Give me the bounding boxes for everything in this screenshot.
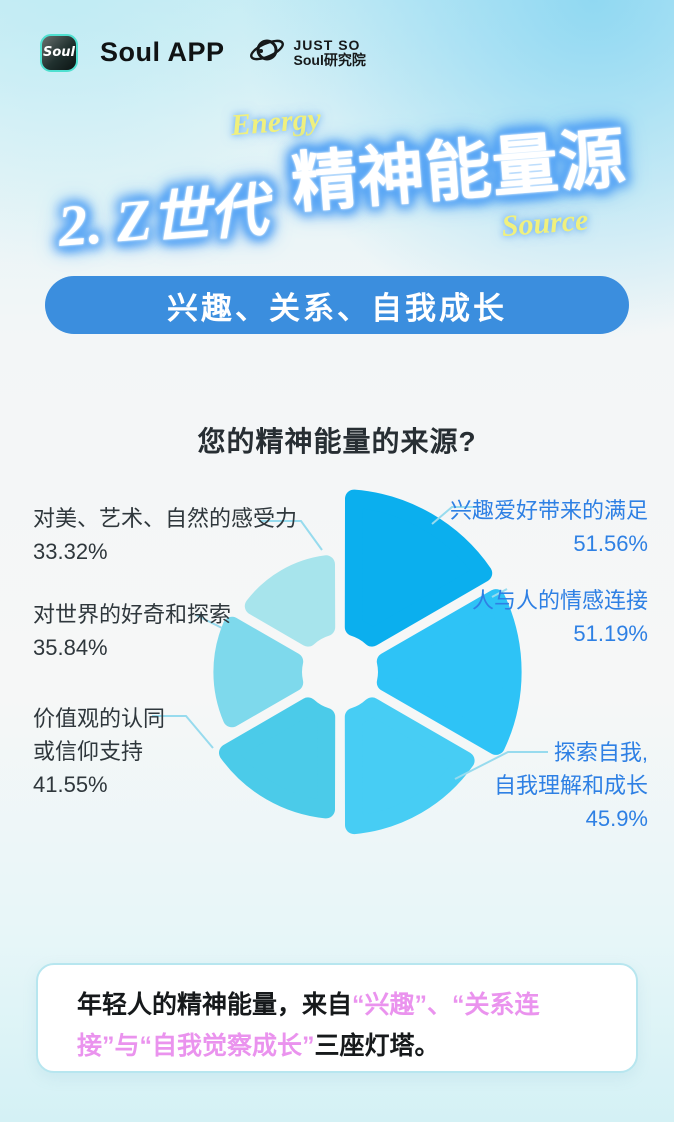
planet-orbit-icon	[247, 30, 287, 75]
justso-text: JUST SO Soul研究院	[293, 36, 366, 68]
petal-segment-5	[244, 555, 336, 647]
chart-label-line: 35.84%	[33, 635, 108, 660]
chart-label-0: 兴趣爱好带来的满足 51.56%	[450, 494, 648, 560]
title-prefix: 2. Z世代	[55, 177, 270, 259]
chart-label-5: 对美、艺术、自然的感受力 33.32%	[33, 502, 297, 568]
chart-label-line: 自我理解和成长	[493, 773, 648, 798]
petal-segment-1	[376, 589, 522, 755]
footer-segment-dark: 年轻人的精神能量，来自	[77, 991, 353, 1019]
summary-card: 年轻人的精神能量，来自“兴趣”、“关系连接”与“自我觉察成长”三座灯塔。	[36, 963, 638, 1073]
justso-lab-logo: JUST SO Soul研究院	[247, 30, 366, 75]
subtitle-banner: 兴趣、关系、自我成长	[45, 276, 629, 334]
justso-line1: JUST SO	[293, 36, 361, 53]
petal-segment-0	[344, 489, 493, 647]
chart-label-4: 对世界的好奇和探索 35.84%	[33, 598, 231, 664]
title-source-label: Source	[500, 203, 590, 244]
label-connector-1	[491, 588, 508, 598]
chart-label-line: 51.56%	[573, 531, 648, 556]
soul-logo-text: Soul	[42, 45, 75, 60]
chart-label-line: 或信仰支持	[33, 739, 144, 764]
soul-app-label: Soul APP	[100, 37, 225, 67]
chart-label-line: 41.55%	[33, 772, 108, 797]
soul-app-logo: Soul	[40, 33, 78, 72]
petal-chart-svg	[152, 489, 548, 835]
footer-segment-pink: “兴趣”、“关系连接”与“自我觉察成长”	[77, 991, 540, 1060]
header: Soul Soul APP JUST SO Soul研究院	[40, 30, 366, 75]
chart-label-line: 兴趣爱好带来的满足	[449, 498, 648, 523]
chart-label-line: 对美、艺术、自然的感受力	[33, 506, 298, 531]
label-connector-3	[152, 715, 214, 749]
justso-line2: Soul研究院	[293, 51, 366, 68]
chart-label-line: 对世界的好奇和探索	[33, 602, 232, 627]
petal-segment-3	[219, 697, 336, 819]
chart-label-line: 51.19%	[573, 621, 648, 646]
footer-segment-dark: 三座灯塔。	[314, 1032, 440, 1060]
petal-segment-4	[213, 616, 304, 728]
label-connector-4	[195, 614, 223, 629]
chart-label-line: 价值观的认同	[33, 706, 166, 731]
chart-label-line: 探索自我,	[553, 740, 648, 765]
subtitle-banner-text: 兴趣、关系、自我成长	[167, 290, 507, 326]
petal-chart: 兴趣爱好带来的满足 51.56% 人与人的情感连接 51.19% 探索自我, 自我理解和成…	[0, 472, 674, 872]
chart-title: 您的精神能量的来源?	[197, 426, 477, 457]
section-title: Energy 2. Z世代 精神能量源 Source	[25, 81, 650, 289]
label-connector-2	[454, 751, 548, 780]
chart-labels: 兴趣爱好带来的满足 51.56% 人与人的情感连接 51.19% 探索自我, 自我理解和成…	[0, 472, 674, 872]
label-connector-5	[259, 520, 323, 551]
chart-label-line: 33.32%	[33, 539, 108, 564]
chart-label-3: 价值观的认同 或信仰支持 41.55%	[33, 702, 165, 801]
chart-label-line: 人与人的情感连接	[471, 588, 648, 613]
chart-label-2: 探索自我, 自我理解和成长 45.9%	[494, 736, 648, 835]
petal-segment-2	[344, 697, 475, 835]
footer-text: 年轻人的精神能量，来自“兴趣”、“关系连接”与“自我觉察成长”三座灯塔。	[77, 985, 605, 1067]
chart-label-1: 人与人的情感连接 51.19%	[472, 584, 648, 650]
label-connector-0	[431, 506, 479, 525]
chart-label-line: 45.9%	[585, 806, 648, 831]
